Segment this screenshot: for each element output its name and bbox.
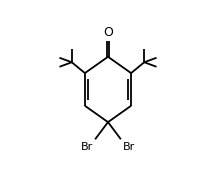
- Text: Br: Br: [81, 142, 93, 152]
- Text: O: O: [103, 26, 113, 39]
- Text: Br: Br: [123, 142, 135, 152]
